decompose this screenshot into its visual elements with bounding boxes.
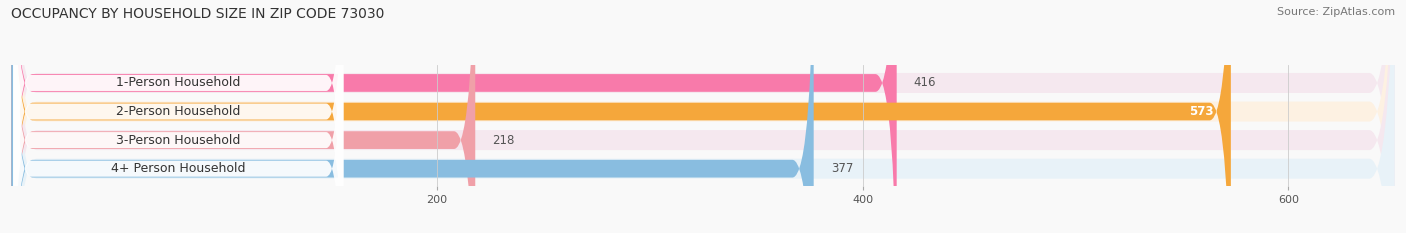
FancyBboxPatch shape [11, 0, 1395, 233]
Text: 573: 573 [1189, 105, 1213, 118]
Text: OCCUPANCY BY HOUSEHOLD SIZE IN ZIP CODE 73030: OCCUPANCY BY HOUSEHOLD SIZE IN ZIP CODE … [11, 7, 385, 21]
Text: 218: 218 [492, 134, 515, 147]
Text: 3-Person Household: 3-Person Household [117, 134, 240, 147]
FancyBboxPatch shape [14, 0, 343, 233]
Text: Source: ZipAtlas.com: Source: ZipAtlas.com [1277, 7, 1395, 17]
FancyBboxPatch shape [11, 0, 1395, 233]
Text: 1-Person Household: 1-Person Household [117, 76, 240, 89]
FancyBboxPatch shape [14, 0, 343, 233]
FancyBboxPatch shape [11, 0, 814, 233]
Text: 4+ Person Household: 4+ Person Household [111, 162, 246, 175]
FancyBboxPatch shape [14, 0, 343, 233]
FancyBboxPatch shape [11, 0, 897, 233]
Text: 416: 416 [914, 76, 936, 89]
FancyBboxPatch shape [11, 0, 475, 233]
FancyBboxPatch shape [14, 0, 343, 233]
FancyBboxPatch shape [11, 0, 1395, 233]
Text: 2-Person Household: 2-Person Household [117, 105, 240, 118]
FancyBboxPatch shape [11, 0, 1230, 233]
Text: 377: 377 [831, 162, 853, 175]
FancyBboxPatch shape [11, 0, 1395, 233]
